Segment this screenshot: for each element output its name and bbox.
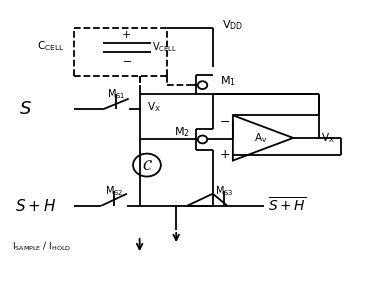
Text: V$_{\rm X}$: V$_{\rm X}$	[147, 100, 161, 114]
Text: $\mathcal{C}$: $\mathcal{C}$	[142, 158, 152, 173]
Text: $S+H$: $S+H$	[15, 198, 57, 214]
Text: V$_{\rm CELL}$: V$_{\rm CELL}$	[152, 41, 178, 54]
Text: M$_{\rm S1}$: M$_{\rm S1}$	[107, 87, 125, 101]
Text: +: +	[122, 30, 131, 40]
Text: M$_{\rm S3}$: M$_{\rm S3}$	[215, 184, 233, 198]
Text: V$_{\rm X}$: V$_{\rm X}$	[321, 131, 335, 145]
Text: $-$: $-$	[219, 115, 230, 128]
Text: C$_{\rm CELL}$: C$_{\rm CELL}$	[37, 39, 64, 53]
Text: $-$: $-$	[122, 55, 132, 65]
Text: $\overline{S+H}$: $\overline{S+H}$	[268, 197, 306, 215]
Text: M$_2$: M$_2$	[174, 125, 190, 139]
Text: I$_{\rm SAMPLE}$ / I$_{\rm HOLD}$: I$_{\rm SAMPLE}$ / I$_{\rm HOLD}$	[12, 240, 71, 253]
Text: V$_{\rm DD}$: V$_{\rm DD}$	[222, 18, 243, 32]
Text: $+$: $+$	[219, 148, 230, 161]
Text: M$_1$: M$_1$	[220, 74, 236, 88]
Text: M$_{\rm S2}$: M$_{\rm S2}$	[105, 184, 123, 198]
Text: A$_{\rm v}$: A$_{\rm v}$	[254, 131, 267, 145]
Text: $S$: $S$	[19, 100, 32, 118]
